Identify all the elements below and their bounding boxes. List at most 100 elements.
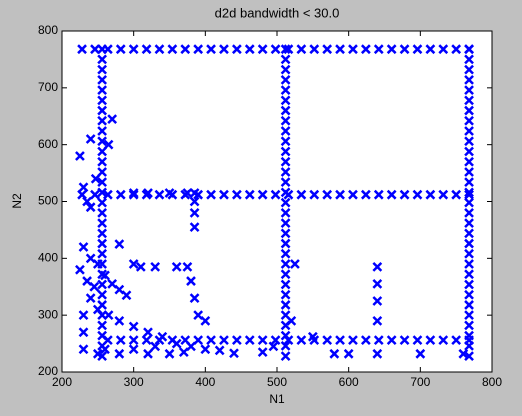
point [75, 151, 85, 161]
point [231, 189, 242, 200]
point [280, 64, 291, 75]
point [97, 289, 108, 300]
point [97, 207, 108, 218]
point [85, 134, 96, 144]
point [280, 289, 291, 300]
point [164, 348, 175, 359]
point [90, 189, 100, 200]
point [360, 189, 371, 200]
point [77, 44, 87, 55]
point [214, 345, 225, 356]
point [464, 146, 474, 157]
point [280, 248, 291, 259]
point [141, 335, 152, 346]
point [97, 156, 108, 167]
point [464, 115, 474, 126]
point [280, 167, 291, 177]
point [464, 269, 474, 280]
point [97, 136, 108, 147]
point [464, 218, 474, 228]
point [128, 44, 139, 55]
x-tick-label: 200 [52, 375, 72, 389]
point [244, 44, 255, 55]
point [464, 207, 474, 218]
y-tick-label: 500 [38, 194, 58, 208]
point [92, 348, 103, 359]
x-axis-label: N1 [269, 392, 285, 406]
point [97, 85, 108, 95]
point [97, 64, 108, 75]
x-tick-label: 800 [482, 375, 502, 389]
y-axis-label: N2 [10, 193, 24, 209]
point [85, 202, 96, 213]
y-tick-label: 300 [38, 307, 58, 321]
point [97, 238, 108, 249]
point [464, 44, 474, 55]
point [257, 335, 268, 346]
x-tick-label: 500 [267, 375, 287, 389]
point [206, 189, 216, 200]
point [399, 44, 410, 55]
point [280, 126, 291, 136]
point [283, 44, 294, 55]
point [219, 189, 229, 200]
point [280, 115, 291, 126]
point [290, 259, 300, 269]
point [114, 315, 125, 326]
point [399, 335, 410, 346]
y-tick-label: 400 [38, 251, 58, 265]
point [464, 167, 474, 177]
point [128, 188, 139, 198]
point [90, 44, 100, 55]
point [115, 335, 126, 346]
point [438, 189, 449, 200]
point [322, 44, 333, 55]
point [280, 156, 291, 167]
point [412, 189, 423, 200]
point [78, 327, 89, 338]
point [464, 126, 474, 136]
point [97, 44, 108, 55]
point [464, 248, 474, 259]
point [280, 54, 291, 65]
point [257, 189, 268, 200]
point [464, 259, 474, 269]
point [280, 146, 291, 157]
point [322, 189, 333, 200]
point [97, 248, 108, 259]
point [280, 218, 291, 228]
point [322, 335, 333, 346]
point [372, 348, 383, 359]
point [180, 44, 191, 55]
chart-title: d2d bandwidth < 30.0 [215, 5, 340, 20]
point [97, 105, 108, 116]
point [244, 335, 255, 346]
point [231, 44, 242, 55]
point [280, 238, 291, 249]
point [121, 290, 132, 301]
point [270, 335, 281, 346]
point [464, 279, 474, 290]
point [193, 44, 204, 55]
point [280, 269, 291, 280]
point [280, 187, 291, 198]
point [219, 335, 229, 346]
point [343, 348, 354, 359]
point [280, 351, 291, 361]
point [280, 330, 291, 341]
x-tick-label: 700 [410, 375, 430, 389]
point [464, 351, 474, 361]
point [182, 261, 193, 272]
point [92, 259, 103, 269]
point [157, 331, 168, 342]
point [115, 44, 126, 55]
point [280, 228, 291, 239]
point [412, 44, 423, 55]
point [464, 95, 474, 106]
point [97, 115, 108, 126]
point [464, 300, 474, 310]
point [280, 105, 291, 116]
point [154, 189, 165, 200]
point [412, 335, 423, 346]
